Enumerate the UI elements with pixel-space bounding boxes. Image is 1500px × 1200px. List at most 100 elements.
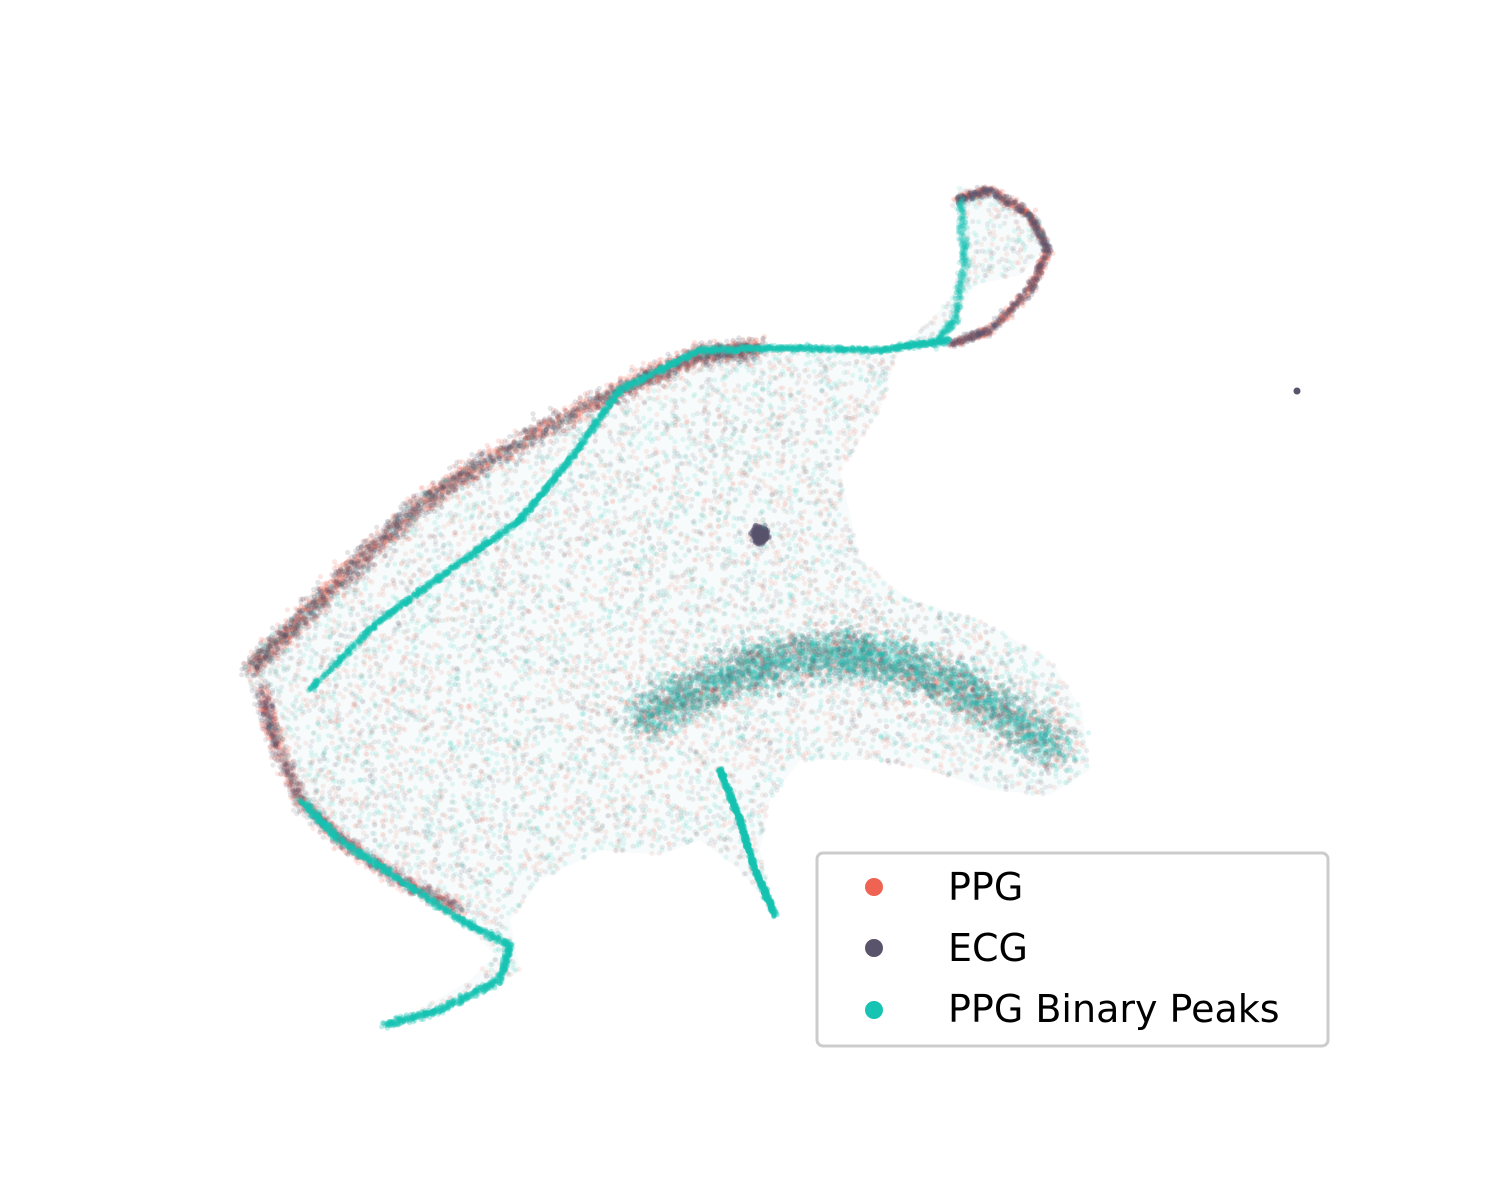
ppg-point: [352, 579, 358, 585]
ppg-point: [721, 453, 728, 459]
ppg-point: [718, 699, 724, 705]
ppg-point: [573, 613, 579, 619]
ppg-point: [787, 387, 794, 393]
ppg-point: [335, 647, 341, 653]
ppg-point: [754, 810, 760, 816]
ppg-point: [337, 751, 343, 757]
ppg-point: [304, 703, 310, 709]
ppg-point: [541, 474, 547, 480]
ppg-point: [683, 482, 689, 488]
ppg-point: [808, 662, 814, 668]
ppg-point: [939, 754, 945, 760]
ppg-point: [295, 659, 301, 665]
ppg-point: [643, 620, 649, 626]
ppg-point: [609, 586, 615, 592]
ppg-point: [1055, 711, 1061, 717]
ppg-point: [610, 498, 616, 504]
ppg-point: [509, 480, 515, 486]
ppg-point: [562, 774, 568, 780]
ppg-point: [335, 717, 341, 723]
ppg-point: [887, 656, 893, 663]
ppg-point: [304, 777, 310, 784]
ppg-point: [806, 394, 813, 400]
ppg-point: [829, 751, 835, 757]
ppg-point: [576, 480, 582, 486]
ppg-point: [451, 634, 458, 640]
ppg-point: [549, 558, 555, 564]
ppg-point: [782, 501, 789, 507]
ppg-point: [701, 500, 707, 506]
ppg-point: [607, 732, 613, 738]
ppg-point: [329, 775, 336, 781]
ppg-point: [655, 768, 661, 774]
ppg-point: [778, 463, 784, 469]
ppg-point: [994, 207, 1000, 213]
ppg-point: [503, 759, 509, 765]
ppg-point: [827, 730, 833, 736]
ppg-point: [398, 660, 405, 666]
ppg-point: [498, 494, 504, 500]
ppg-point: [606, 708, 612, 715]
ppg-point: [398, 696, 404, 703]
ppg-point: [387, 749, 394, 755]
ppg-point: [642, 825, 648, 832]
ppg-point: [465, 704, 471, 710]
ppg-point: [802, 538, 808, 545]
ppg-point: [311, 678, 317, 684]
ppg-point: [590, 661, 596, 667]
ppg-point: [740, 553, 746, 559]
ppg-point: [503, 711, 509, 717]
ppg-point: [797, 536, 803, 542]
ppg-point: [413, 805, 419, 812]
ppg-point: [901, 626, 908, 632]
ppg-point: [600, 472, 607, 478]
ppg-point: [513, 718, 519, 724]
ppg-point: [911, 732, 917, 738]
ppg-point: [563, 509, 569, 515]
ppg-point: [862, 702, 868, 708]
ppg-point: [803, 379, 809, 385]
ppg-point: [694, 810, 700, 816]
ppg-point: [840, 427, 846, 434]
ppg-point: [812, 621, 818, 628]
ppg-point: [724, 624, 730, 630]
ppg-point: [593, 764, 599, 770]
ppg-point: [446, 698, 452, 704]
ppg-point: [785, 613, 791, 619]
ppg-point: [427, 682, 433, 688]
ppg-point: [431, 686, 437, 693]
ppg-point: [632, 529, 638, 535]
ppg-point: [445, 616, 451, 622]
ppg-point: [496, 673, 502, 679]
ppg-point: [732, 387, 738, 394]
ppg-point: [526, 550, 532, 556]
ppg-point: [868, 566, 874, 572]
ppg-point: [288, 687, 295, 693]
ppg-point: [798, 521, 804, 527]
ppg-point: [662, 529, 668, 535]
ppg-point: [775, 549, 781, 555]
ppg-point: [422, 833, 429, 840]
ppg-point: [814, 715, 820, 721]
ppg-point: [664, 670, 670, 676]
ppg-point: [656, 535, 663, 542]
ppg-point: [855, 598, 861, 604]
ppg-point: [735, 662, 742, 668]
ppg-point: [618, 766, 624, 773]
ppg-point: [500, 609, 506, 615]
ppg-point: [565, 819, 571, 825]
ppg-point: [595, 807, 601, 813]
ppg-point: [982, 629, 989, 635]
ppg-point: [836, 430, 843, 436]
ppg-point: [712, 779, 718, 786]
ppg-point: [970, 711, 976, 717]
ppg-point: [748, 493, 754, 499]
ppg-point: [931, 720, 938, 726]
ppg-point: [794, 561, 800, 567]
ppg-point: [847, 670, 853, 676]
ppg-point: [595, 782, 601, 788]
ppg-point: [349, 598, 355, 604]
ppg-point: [420, 664, 426, 670]
ppg-point: [476, 827, 482, 833]
ppg-point: [491, 525, 497, 531]
